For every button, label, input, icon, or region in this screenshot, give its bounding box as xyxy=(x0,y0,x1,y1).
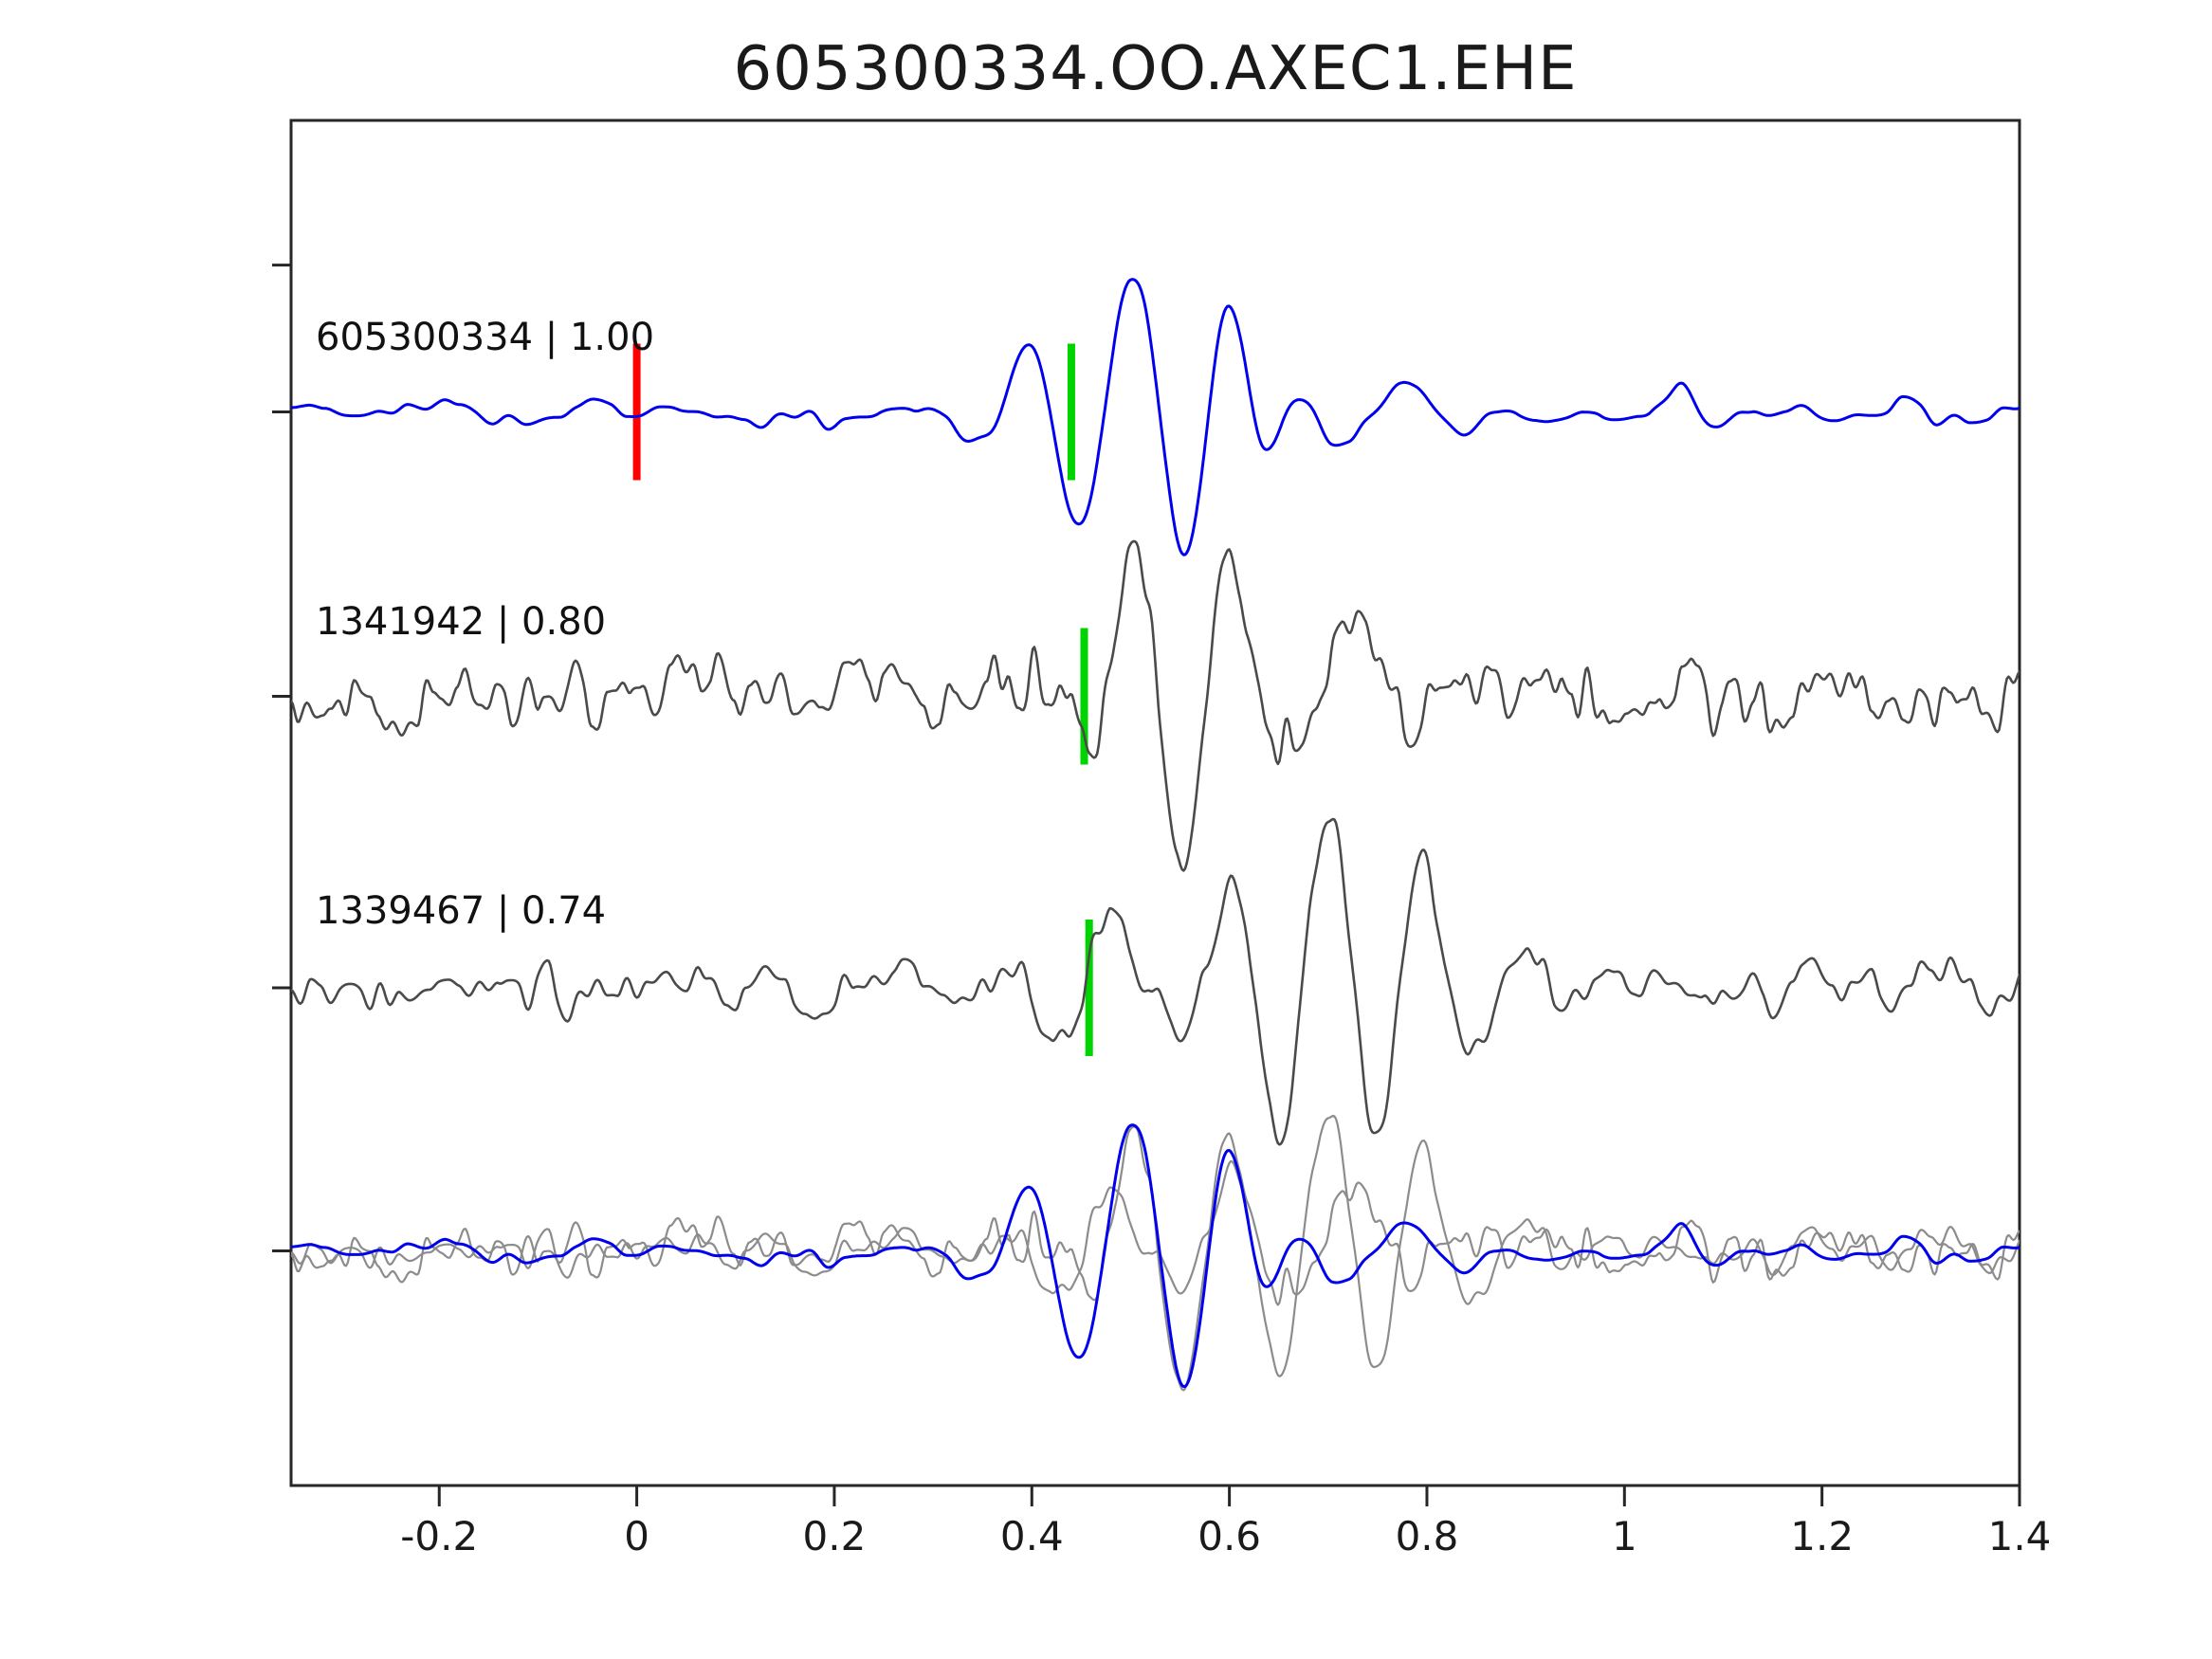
overlay-trace-605300334 xyxy=(291,1123,2020,1389)
chart-title: 605300334.OO.AXEC1.EHE xyxy=(733,34,1578,104)
axes-box xyxy=(289,118,2021,1487)
trace-label-match-1: 1341942 | 0.80 xyxy=(316,600,607,644)
x-tick-label: 0 xyxy=(624,1513,649,1559)
trace-line-1341942 xyxy=(291,539,2020,872)
x-tick-label: 0.4 xyxy=(1000,1513,1064,1559)
trace-line-1339467 xyxy=(291,817,2020,1146)
x-tick-label: 1.2 xyxy=(1790,1513,1854,1559)
traces-group xyxy=(291,278,2020,1392)
trace-label-match-2: 1339467 | 0.74 xyxy=(316,889,607,933)
x-tick-label: 1.4 xyxy=(1988,1513,2052,1559)
trace-line-605300334 xyxy=(291,278,2020,556)
x-tick-label: 0.6 xyxy=(1197,1513,1261,1559)
overlay-trace-1341942 xyxy=(291,1125,2020,1392)
trace-label-reference: 605300334 | 1.00 xyxy=(316,316,655,359)
overlay-trace-1339467 xyxy=(291,1114,2020,1377)
x-tick-label: 0.2 xyxy=(803,1513,867,1559)
x-tick-label: 0.8 xyxy=(1396,1513,1459,1559)
x-tick-label: -0.2 xyxy=(400,1513,478,1559)
x-tick-label: 1 xyxy=(1612,1513,1637,1559)
